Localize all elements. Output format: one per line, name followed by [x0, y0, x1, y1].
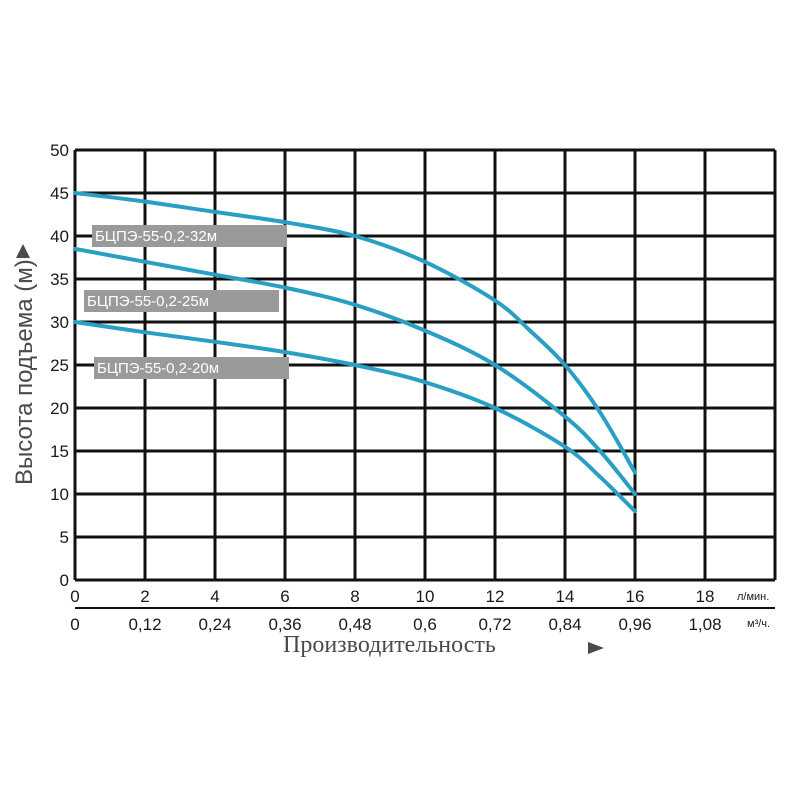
x-tick-label-primary: 14: [556, 587, 575, 606]
series-label-box: [84, 290, 279, 312]
x-tick-label-primary: 0: [70, 587, 79, 606]
series-line-3: [73, 320, 637, 514]
x-tick-labels-secondary: 0 0,12 0,24 0,36 0,48 0,6 0,72 0,84 0,96 1,08: [70, 615, 721, 634]
y-tick-labels: 0 5 10 15 20 25 30 35 40 45 50: [50, 141, 69, 590]
x-axis-title-text: Производительность: [283, 632, 496, 658]
y-tick-label: 5: [60, 528, 69, 547]
grid: [73, 148, 777, 609]
x-unit-secondary: м³/ч.: [747, 618, 770, 630]
x-tick-label-secondary: 0,72: [478, 615, 511, 634]
x-tick-label-primary: 18: [696, 587, 715, 606]
series-label-text: БЦПЭ-55-0,2-25м: [87, 293, 209, 310]
series-labels: БЦПЭ-55-0,2-32м БЦПЭ-55-0,2-25м БЦПЭ-55-0,…: [84, 225, 289, 379]
x-axis-title: Производительность: [283, 632, 604, 658]
series-line-2: [73, 246, 637, 496]
y-axis-title-text: Высота подъема (м): [11, 259, 38, 485]
x-tick-label-secondary: 0,48: [338, 615, 371, 634]
x-tick-label-secondary: 0,84: [548, 615, 581, 634]
x-tick-label-primary: 2: [140, 587, 149, 606]
y-tick-label: 45: [50, 184, 69, 203]
series-lines: [73, 191, 637, 514]
series-label-box: [92, 225, 287, 247]
y-axis-title: Высота подъема (м): [11, 244, 38, 485]
x-tick-label-secondary: 0,6: [413, 615, 437, 634]
y-tick-label: 20: [50, 399, 69, 418]
x-tick-label-primary: 4: [210, 587, 219, 606]
y-tick-label: 35: [50, 270, 69, 289]
x-tick-label-secondary: 0,96: [618, 615, 651, 634]
series-line-1: [73, 191, 637, 475]
y-tick-label: 25: [50, 356, 69, 375]
x-tick-label-secondary: 0,24: [198, 615, 231, 634]
x-tick-label-secondary: 0: [70, 615, 79, 634]
x-tick-label-secondary: 0,36: [268, 615, 301, 634]
y-tick-label: 40: [50, 227, 69, 246]
x-tick-label-secondary: 0,12: [128, 615, 161, 634]
y-tick-label: 30: [50, 313, 69, 332]
x-tick-label-secondary: 1,08: [688, 615, 721, 634]
y-tick-label: 50: [50, 141, 69, 160]
x-axis-arrow-icon: [588, 642, 604, 654]
y-tick-label: 10: [50, 485, 69, 504]
x-tick-label-primary: 16: [626, 587, 645, 606]
series-label-text: БЦПЭ-55-0,2-20м: [97, 360, 219, 377]
series-label-text: БЦПЭ-55-0,2-32м: [95, 228, 217, 245]
x-tick-label-primary: 8: [350, 587, 359, 606]
y-tick-label: 0: [60, 571, 69, 590]
x-unit-primary: л/мин.: [737, 591, 769, 603]
x-tick-label-primary: 12: [486, 587, 505, 606]
series-label-box: [94, 357, 289, 379]
x-tick-label-primary: 6: [280, 587, 289, 606]
x-tick-label-primary: 10: [416, 587, 435, 606]
y-tick-label: 15: [50, 442, 69, 461]
x-tick-labels-primary: 0 2 4 6 8 10 12 14 16 18: [70, 587, 714, 606]
y-axis-arrow-icon: [16, 244, 30, 258]
